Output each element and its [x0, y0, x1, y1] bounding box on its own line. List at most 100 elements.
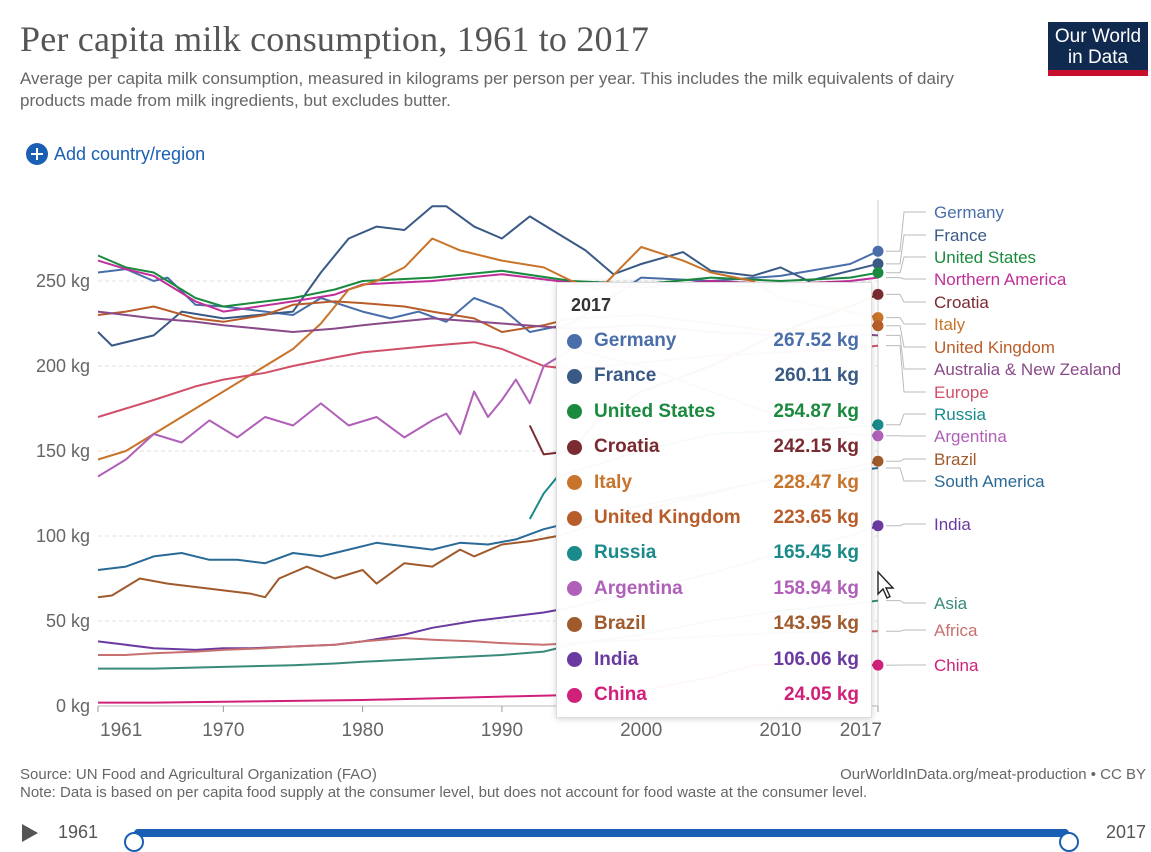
tooltip-dot: [567, 511, 582, 526]
tooltip-value: 158.94 kg: [773, 578, 859, 600]
legend-label: Europe: [934, 383, 989, 402]
legend-label: France: [934, 226, 987, 245]
legend-connector: [886, 235, 926, 264]
legend-connector: [886, 326, 926, 347]
legend-connector: [886, 601, 926, 603]
tooltip-value: 228.47 kg: [773, 472, 859, 494]
legend-label: Argentina: [934, 427, 1007, 446]
x-tick-label: 2017: [840, 720, 882, 741]
tooltip-name: Brazil: [594, 613, 773, 635]
tooltip-dot: [567, 440, 582, 455]
play-icon[interactable]: [22, 824, 38, 842]
source-link[interactable]: OurWorldInData.org/meat-production • CC …: [840, 766, 1146, 784]
x-tick-label: 1970: [202, 720, 244, 741]
y-tick-label: 200 kg: [36, 356, 90, 376]
end-marker-dot: [873, 660, 884, 671]
y-tick-label: 150 kg: [36, 441, 90, 461]
legend-connector: [886, 524, 926, 526]
y-tick-label: 100 kg: [36, 526, 90, 546]
tooltip-value: 106.06 kg: [773, 649, 859, 671]
tooltip-name: India: [594, 649, 773, 671]
legend-connector: [886, 294, 926, 302]
tooltip-year: 2017: [571, 295, 611, 316]
tooltip-value: 254.87 kg: [773, 401, 859, 423]
tooltip-name: United States: [594, 401, 773, 423]
timeline-slider[interactable]: 1961 2017: [20, 818, 1146, 848]
y-tick-label: 50 kg: [46, 611, 90, 631]
legend-label: South America: [934, 472, 1045, 491]
legend-label: United Kingdom: [934, 338, 1055, 357]
chart-footer: Source: UN Food and Agricultural Organiz…: [20, 766, 1146, 802]
end-marker-dot: [873, 320, 884, 331]
mouse-cursor-icon: [876, 570, 898, 600]
tooltip-name: Italy: [594, 472, 773, 494]
tooltip-dot: [567, 475, 582, 490]
timeline-track[interactable]: [134, 829, 1069, 837]
legend-connector: [886, 257, 926, 273]
tooltip-name: China: [594, 684, 784, 706]
legend-connector: [886, 459, 926, 461]
x-tick-label: 1990: [481, 720, 523, 741]
legend-label: Australia & New Zealand: [934, 360, 1121, 379]
end-marker-dot: [873, 246, 884, 257]
y-tick-label: 250 kg: [36, 271, 90, 291]
x-tick-label: 1961: [100, 720, 142, 741]
legend-label: Africa: [934, 621, 978, 640]
legend-connector: [886, 414, 926, 425]
x-tick-label: 2000: [620, 720, 662, 741]
legend-label: Northern America: [934, 270, 1067, 289]
tooltip-dot: [567, 369, 582, 384]
legend-label: Russia: [934, 405, 987, 424]
legend-label: Germany: [934, 203, 1004, 222]
legend-label: United States: [934, 248, 1036, 267]
end-marker-dot: [873, 520, 884, 531]
legend-connector: [886, 278, 926, 279]
legend-connector: [886, 318, 926, 324]
tooltip-value: 24.05 kg: [784, 684, 859, 706]
tooltip-value: 242.15 kg: [773, 436, 859, 458]
tooltip-name: France: [594, 365, 774, 387]
tooltip-name: Croatia: [594, 436, 773, 458]
note-text: Note: Data is based on per capita food s…: [20, 784, 1146, 802]
tooltip-value: 267.52 kg: [773, 330, 859, 352]
tooltip-name: Germany: [594, 330, 773, 352]
legend-connector: [886, 212, 926, 251]
timeline-end-handle[interactable]: [1059, 832, 1079, 852]
timeline-start-label: 1961: [58, 822, 98, 843]
legend-label: Italy: [934, 315, 966, 334]
end-marker-dot: [873, 419, 884, 430]
legend-connector: [886, 335, 926, 369]
timeline-start-handle[interactable]: [124, 832, 144, 852]
tooltip-dot: [567, 581, 582, 596]
end-marker-dot: [873, 267, 884, 278]
end-marker-dot: [873, 289, 884, 300]
tooltip-dot: [567, 546, 582, 561]
end-marker-dot: [873, 456, 884, 467]
legend-connector: [886, 630, 926, 631]
tooltip-value: 260.11 kg: [774, 365, 859, 387]
tooltip-dot: [567, 617, 582, 632]
legend-label: China: [934, 656, 979, 675]
legend-label: Brazil: [934, 450, 977, 469]
tooltip-dot: [567, 652, 582, 667]
tooltip-dot: [567, 688, 582, 703]
legend-label: Asia: [934, 594, 968, 613]
tooltip-name: Argentina: [594, 578, 773, 600]
legend-connector: [886, 468, 926, 481]
tooltip-value: 165.45 kg: [773, 542, 859, 564]
timeline-end-label: 2017: [1106, 822, 1146, 843]
tooltip-dot: [567, 404, 582, 419]
